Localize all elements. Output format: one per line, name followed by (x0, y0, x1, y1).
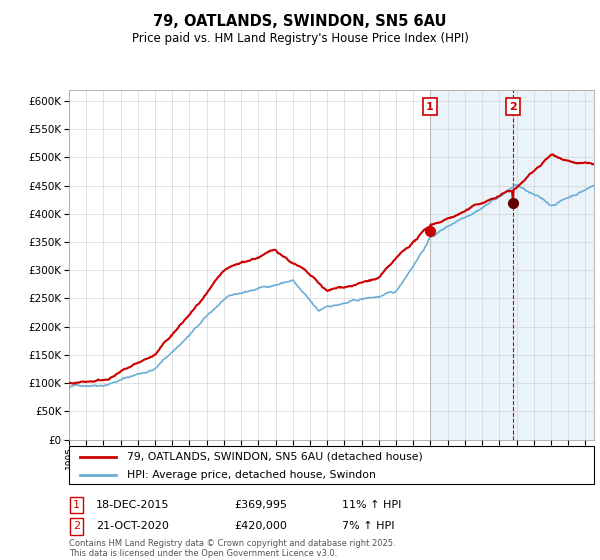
Text: 2: 2 (509, 101, 517, 111)
Text: 1: 1 (426, 101, 434, 111)
Text: £420,000: £420,000 (234, 521, 287, 531)
FancyBboxPatch shape (69, 446, 594, 484)
Text: 21-OCT-2020: 21-OCT-2020 (96, 521, 169, 531)
Text: 1: 1 (73, 500, 80, 510)
Text: 11% ↑ HPI: 11% ↑ HPI (342, 500, 401, 510)
Text: Contains HM Land Registry data © Crown copyright and database right 2025.
This d: Contains HM Land Registry data © Crown c… (69, 539, 395, 558)
Text: £369,995: £369,995 (234, 500, 287, 510)
Text: Price paid vs. HM Land Registry's House Price Index (HPI): Price paid vs. HM Land Registry's House … (131, 32, 469, 45)
Text: 7% ↑ HPI: 7% ↑ HPI (342, 521, 395, 531)
Text: 2: 2 (73, 521, 80, 531)
Text: 79, OATLANDS, SWINDON, SN5 6AU: 79, OATLANDS, SWINDON, SN5 6AU (153, 14, 447, 29)
Text: HPI: Average price, detached house, Swindon: HPI: Average price, detached house, Swin… (127, 470, 376, 480)
Text: 18-DEC-2015: 18-DEC-2015 (96, 500, 170, 510)
Text: 79, OATLANDS, SWINDON, SN5 6AU (detached house): 79, OATLANDS, SWINDON, SN5 6AU (detached… (127, 452, 422, 462)
